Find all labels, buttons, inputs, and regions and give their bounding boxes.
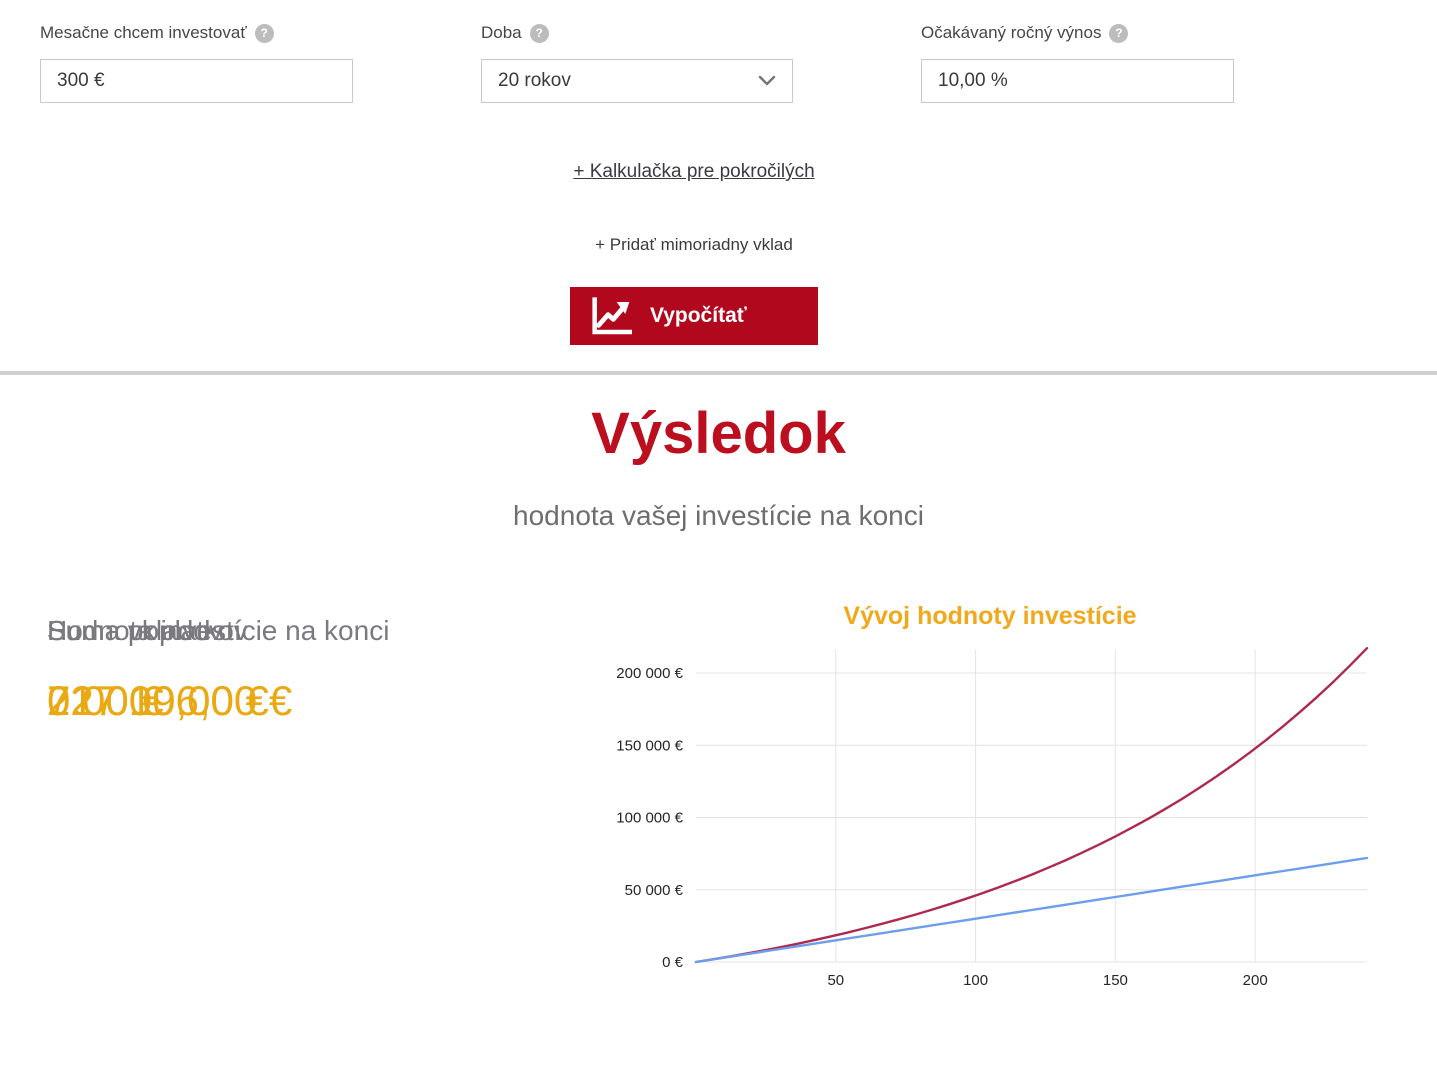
section-divider	[0, 371, 1437, 375]
advanced-calculator-link-row: + Kalkulačka pre pokročilých	[0, 161, 1388, 183]
expected-return-label-text: Očakávaný ročný výnos	[921, 23, 1102, 42]
expected-return-input[interactable]	[921, 59, 1234, 103]
svg-text:200: 200	[1243, 972, 1268, 989]
svg-text:100 000 €: 100 000 €	[616, 810, 683, 827]
sum-deposits-value: 72 000,00 €	[47, 677, 269, 724]
duration-label: Doba ?	[481, 22, 793, 44]
final-value-value: 217 196,00 €	[47, 677, 293, 724]
svg-text:50 000 €: 50 000 €	[625, 882, 684, 899]
monthly-investment-input[interactable]	[40, 59, 353, 103]
line-chart: 0 € 50 000 € 100 000 € 150 000 € 200 000 € 50…	[616, 646, 1369, 989]
svg-text:150: 150	[1103, 972, 1128, 989]
field-expected-return: Očakávaný ročný výnos ?	[921, 22, 1234, 103]
result-subtitle: hodnota vašej investície na konci	[513, 500, 924, 531]
svg-text:100: 100	[963, 972, 988, 989]
result-summary: Suma vkladov 72 000,00 € Suma poplatkov …	[47, 615, 467, 975]
monthly-investment-label: Mesačne chcem investovať ?	[40, 22, 353, 44]
add-extra-deposit-link[interactable]: + Pridať mimoriadny vklad	[595, 235, 793, 254]
duration-selected-value: 20 rokov	[498, 70, 571, 91]
chevron-down-icon	[758, 75, 776, 86]
final-value-label: Hodnota investície na konci	[47, 615, 390, 646]
sum-fees-label: Suma poplatkov	[47, 615, 248, 646]
monthly-investment-label-text: Mesačne chcem investovať	[40, 23, 247, 42]
help-icon[interactable]: ?	[1109, 23, 1129, 43]
sum-deposits-label: Suma vkladov	[47, 615, 223, 646]
trend-chart-icon	[592, 297, 632, 335]
sum-fees-value: 0.00 €	[47, 677, 164, 724]
help-icon[interactable]: ?	[529, 23, 549, 43]
result-title: Výsledok	[591, 401, 846, 466]
svg-text:150 000 €: 150 000 €	[616, 737, 683, 754]
advanced-calculator-link[interactable]: + Kalkulačka pre pokročilých	[573, 161, 815, 182]
field-duration: Doba ? 20 rokov	[481, 22, 793, 103]
calculate-button[interactable]: Vypočítať	[570, 287, 818, 345]
calculate-button-label: Vypočítať	[650, 304, 747, 327]
svg-text:200 000 €: 200 000 €	[616, 665, 683, 682]
chart-title: Vývoj hodnoty investície	[843, 602, 1137, 630]
duration-label-text: Doba	[481, 23, 522, 42]
help-icon[interactable]: ?	[254, 23, 274, 43]
duration-select[interactable]: 20 rokov	[481, 59, 793, 103]
svg-text:0 €: 0 €	[662, 954, 684, 971]
expected-return-label: Očakávaný ročný výnos ?	[921, 22, 1233, 44]
field-monthly-investment: Mesačne chcem investovať ?	[40, 22, 353, 103]
investment-chart: Vývoj hodnoty investície 0 € 50 000 € 100 …	[600, 598, 1420, 1058]
svg-text:50: 50	[827, 972, 844, 989]
